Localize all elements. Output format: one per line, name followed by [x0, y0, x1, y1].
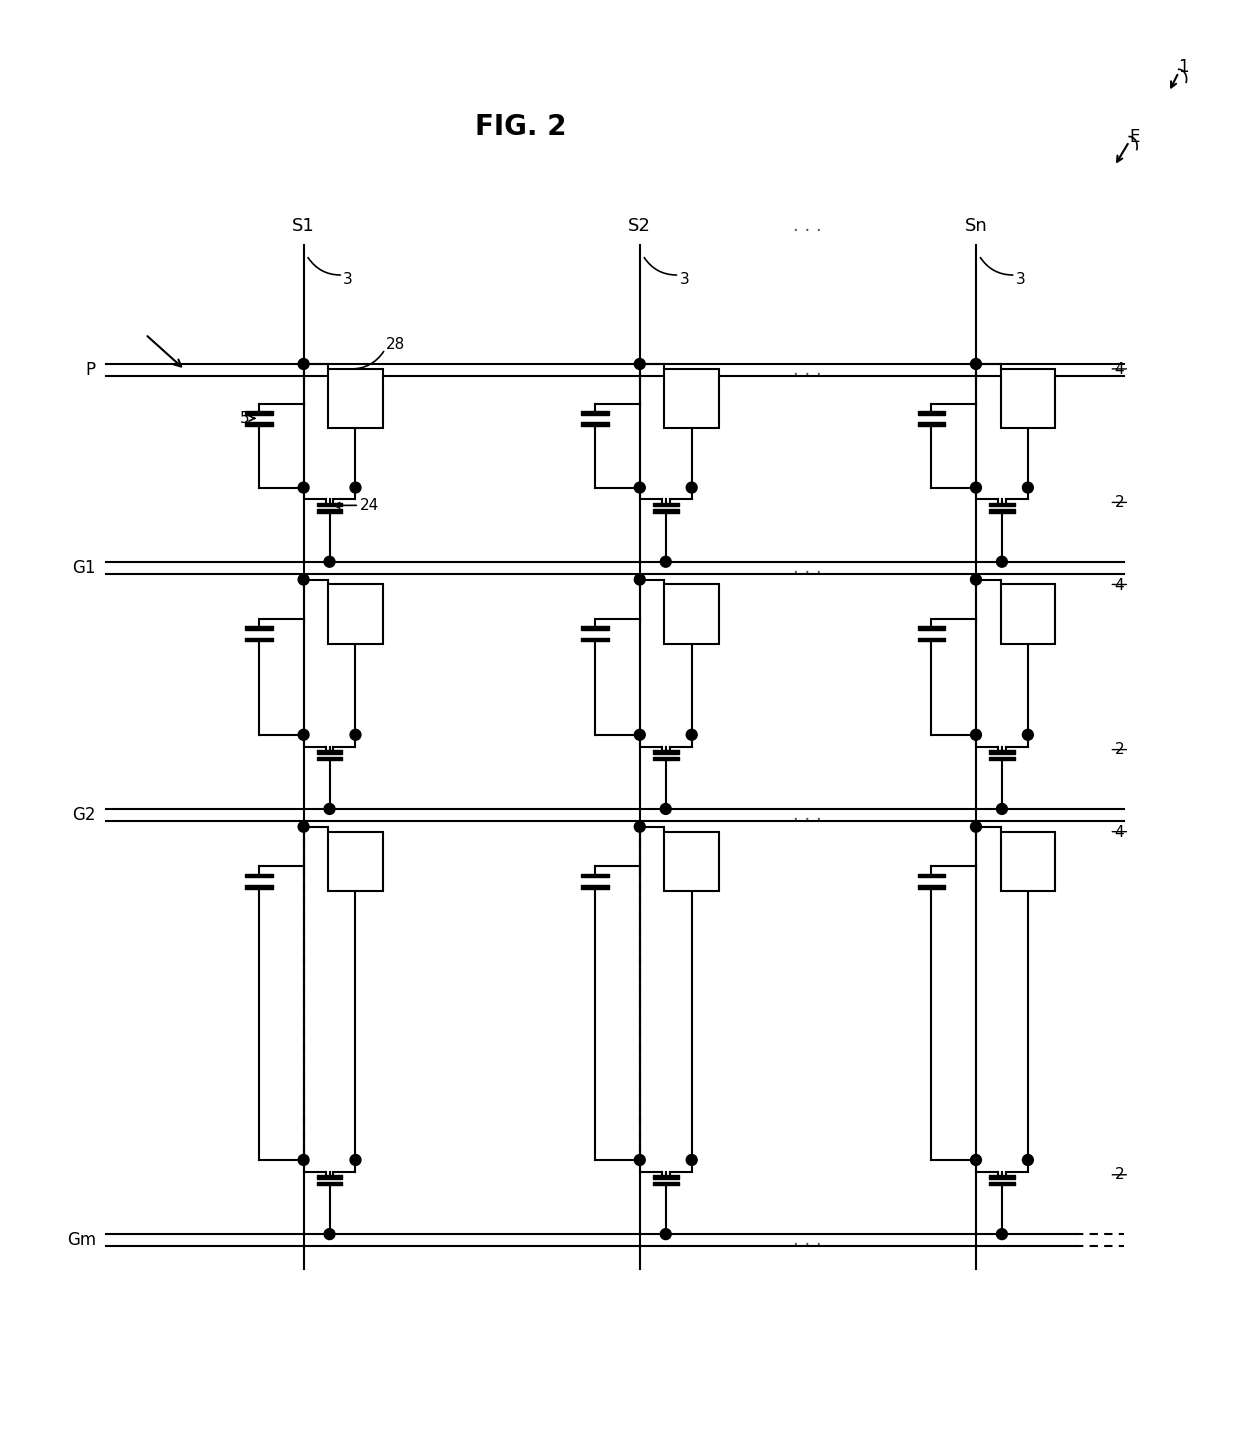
Circle shape [635, 729, 645, 741]
Text: Gm: Gm [67, 1231, 95, 1248]
Bar [1001, 585, 1055, 644]
Text: 5: 5 [239, 410, 249, 426]
Text: 4: 4 [1115, 362, 1123, 378]
Circle shape [298, 482, 309, 493]
Circle shape [660, 556, 671, 568]
Circle shape [324, 556, 335, 568]
Text: . . .: . . . [794, 216, 822, 235]
Circle shape [298, 1154, 309, 1165]
Circle shape [635, 573, 645, 585]
Circle shape [350, 482, 361, 493]
Circle shape [971, 359, 981, 369]
Circle shape [1023, 482, 1033, 493]
Text: 2: 2 [1115, 495, 1123, 511]
Text: 1: 1 [1178, 59, 1189, 76]
Bar [329, 585, 383, 644]
Circle shape [635, 359, 645, 369]
Circle shape [298, 821, 309, 832]
Circle shape [686, 1154, 697, 1165]
Circle shape [635, 482, 645, 493]
Circle shape [298, 729, 309, 741]
Text: Sn: Sn [965, 216, 987, 235]
Circle shape [298, 573, 309, 585]
Bar [1001, 369, 1055, 428]
Circle shape [971, 821, 981, 832]
Bar [665, 369, 719, 428]
Text: 2: 2 [1115, 1167, 1123, 1183]
Circle shape [1023, 1154, 1033, 1165]
Circle shape [997, 556, 1007, 568]
Text: 3: 3 [343, 273, 353, 287]
Circle shape [350, 729, 361, 741]
Text: FIG. 2: FIG. 2 [475, 113, 567, 140]
Text: P: P [86, 360, 95, 379]
Bar [665, 832, 719, 891]
Text: G1: G1 [72, 559, 95, 576]
Text: . . .: . . . [794, 360, 822, 379]
Circle shape [971, 573, 981, 585]
Circle shape [997, 1228, 1007, 1240]
Text: 3: 3 [680, 273, 689, 287]
Bar [329, 832, 383, 891]
Bar [329, 369, 383, 428]
Text: S2: S2 [629, 216, 651, 235]
Circle shape [997, 804, 1007, 814]
Circle shape [686, 482, 697, 493]
Circle shape [350, 1154, 361, 1165]
Text: E: E [1128, 127, 1140, 146]
Text: 4: 4 [1115, 578, 1123, 593]
Circle shape [298, 359, 309, 369]
Text: . . .: . . . [794, 807, 822, 824]
Circle shape [324, 1228, 335, 1240]
Text: . . .: . . . [794, 1231, 822, 1248]
Circle shape [324, 804, 335, 814]
Bar [1001, 832, 1055, 891]
Circle shape [1023, 729, 1033, 741]
Text: 24: 24 [360, 498, 378, 513]
Circle shape [635, 821, 645, 832]
Bar [665, 585, 719, 644]
Text: 4: 4 [1115, 825, 1123, 841]
Text: S1: S1 [293, 216, 315, 235]
Circle shape [660, 804, 671, 814]
Text: G2: G2 [72, 807, 95, 824]
Circle shape [971, 729, 981, 741]
Text: 28: 28 [386, 336, 404, 352]
Text: . . .: . . . [794, 559, 822, 576]
Text: 2: 2 [1115, 742, 1123, 756]
Circle shape [971, 1154, 981, 1165]
Circle shape [971, 482, 981, 493]
Circle shape [660, 1228, 671, 1240]
Circle shape [635, 1154, 645, 1165]
Circle shape [686, 729, 697, 741]
Text: 3: 3 [1016, 273, 1025, 287]
